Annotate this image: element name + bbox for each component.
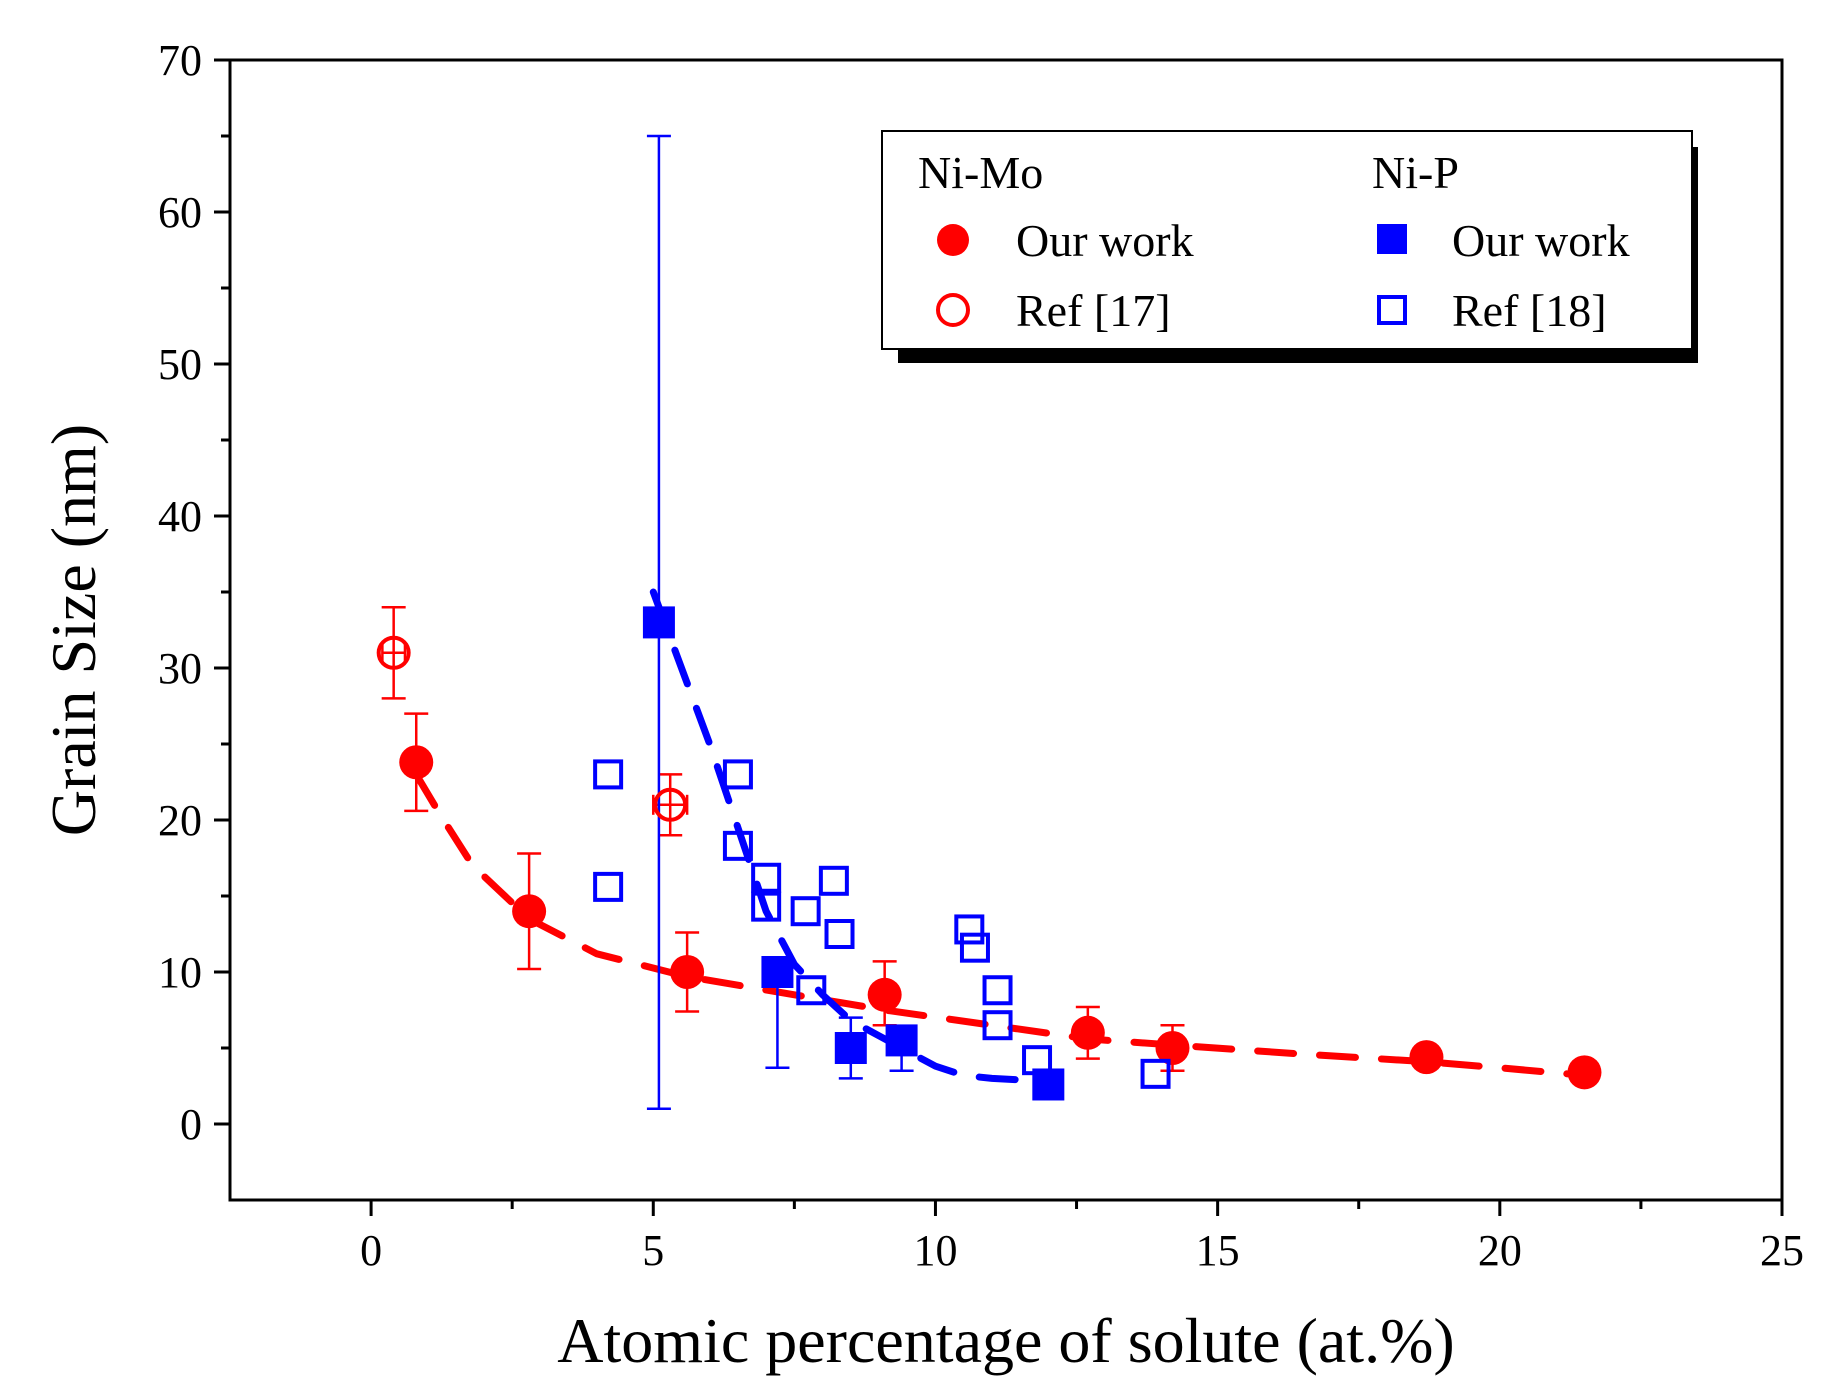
plot-content (376, 134, 1602, 1111)
ni-p-ref-18--point (790, 896, 821, 927)
ni-mo-ref-17--point (653, 787, 688, 822)
legend-label-nimo-ref17: Ref [17] (1016, 285, 1171, 336)
ni-mo-our-work-point (1409, 1040, 1444, 1075)
y-tick-label: 0 (180, 1100, 202, 1149)
y-tick-label: 70 (158, 36, 202, 85)
ni-mo-our-work-point (1567, 1055, 1602, 1090)
legend-group-title-nimo: Ni-Mo (918, 147, 1043, 198)
legend-box (881, 130, 1693, 350)
plot-frame (228, 58, 1784, 1202)
ni-p-ref-18--point (1022, 1045, 1053, 1076)
y-tick-label: 40 (158, 492, 202, 541)
ni-p-ref-18--point (982, 1010, 1013, 1041)
ni-p-ref-18--point (593, 871, 624, 902)
ni-p-our-work-point (834, 1032, 867, 1064)
ni-mo-fit-curve (412, 770, 1588, 1079)
ni-p-our-work-point (761, 956, 794, 988)
ni-mo-our-work-point (867, 977, 902, 1012)
legend-marker-nip-ref18 (1377, 295, 1407, 325)
y-tick-label: 30 (158, 644, 202, 693)
axis-tick-labels: 0 5 10 15 20 25 0 10 20 30 40 50 60 70 (158, 36, 1804, 1275)
ni-p-ref-18--point (824, 919, 855, 949)
ni-p-our-work-point (885, 1024, 918, 1057)
x-tick-label: 25 (1760, 1226, 1804, 1275)
ni-p-ref-18--point (818, 865, 849, 896)
ni-mo-ref-17--point (376, 635, 411, 670)
x-tick-label: 0 (360, 1226, 382, 1275)
y-axis-title: Grain Size (nm) (38, 424, 109, 836)
ni-p-ref-18--point (751, 862, 782, 893)
ni-p-ref-18--point (722, 759, 753, 790)
ni-p-ref-18--point (722, 830, 753, 861)
ni-mo-our-work-point (1070, 1015, 1105, 1050)
y-tick-label: 10 (158, 948, 202, 997)
legend-label-nip-ref18: Ref [18] (1452, 285, 1607, 336)
x-tick-label: 15 (1196, 1226, 1240, 1275)
y-tick-label: 60 (158, 188, 202, 237)
legend-label-nimo-our-work: Our work (1016, 215, 1194, 266)
legend-group-title-nip: Ni-P (1372, 147, 1459, 198)
legend-marker-nimo-ref17 (936, 293, 970, 327)
ni-p-ref-18--point (959, 932, 990, 963)
ni-mo-our-work-point (399, 745, 434, 780)
axis-ticks (214, 58, 1784, 1216)
ni-mo-our-work-point (512, 894, 547, 929)
y-tick-label: 20 (158, 796, 202, 845)
legend-label-nip-our-work: Our work (1452, 215, 1630, 266)
x-axis-title: Atomic percentage of solute (at.%) (557, 1305, 1454, 1376)
legend: Ni-Mo Ni-P Our work Ref [17] Our work Re… (881, 130, 1698, 363)
ni-p-ref-18--point (796, 975, 827, 1006)
ni-mo-our-work-point (1155, 1031, 1190, 1065)
ni-p-ref-18--point (982, 975, 1013, 1006)
x-tick-label: 10 (913, 1226, 957, 1275)
ni-mo-our-work-point (670, 955, 705, 989)
x-tick-label: 20 (1478, 1226, 1522, 1275)
ni-p-fit-curve (649, 588, 1024, 1084)
y-tick-label: 50 (158, 340, 202, 389)
ni-p-ref-18--point (1140, 1058, 1171, 1089)
legend-marker-nip-our-work (1377, 224, 1407, 254)
ni-p-ref-18--point (751, 891, 782, 922)
ni-p-ref-18--point (593, 759, 624, 790)
x-tick-label: 5 (642, 1226, 664, 1275)
ni-p-our-work-point (642, 606, 675, 639)
legend-marker-nimo-our-work (937, 224, 969, 256)
ni-p-ref-18--point (954, 914, 985, 945)
